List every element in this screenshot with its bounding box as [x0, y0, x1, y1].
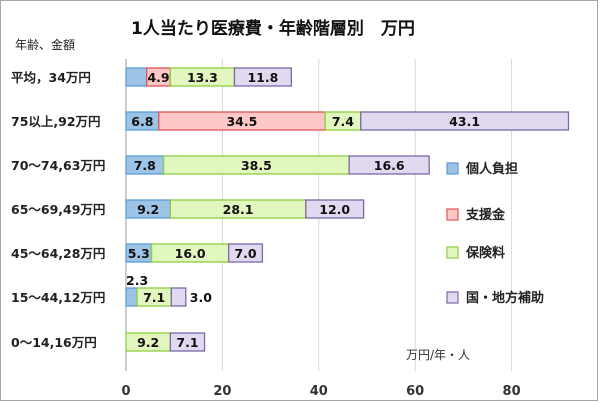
category-label: 45～64,28万円	[11, 246, 105, 261]
legend-swatch	[446, 246, 459, 259]
data-label: 38.5	[241, 158, 272, 173]
category-labels: 平均，34万円 75以上,92万円 70～74,63万円 65～69,49万円 45～6…	[11, 70, 105, 350]
data-label: 13.3	[187, 70, 218, 85]
bar-segment	[169, 332, 206, 352]
x-tick-label: 60	[406, 384, 424, 399]
legend-label: 保険料	[465, 245, 505, 261]
category-label: 70～74,63万円	[11, 158, 105, 173]
x-tick-labels: 0 20 40 60 80	[121, 384, 520, 399]
x-tick-label: 80	[503, 384, 521, 399]
data-label: 16.0	[175, 246, 206, 261]
category-label: 65～69,49万円	[11, 202, 105, 217]
data-label: 7.8	[134, 158, 156, 173]
x-tick-label: 40	[310, 384, 328, 399]
data-label: 28.1	[223, 202, 254, 217]
data-label: 3.0	[190, 290, 212, 305]
category-header: 年齢、金額	[15, 37, 75, 52]
data-label: 4.9	[147, 70, 169, 85]
category-label: 75以上,92万円	[11, 114, 101, 129]
data-label: 12.0	[319, 202, 350, 217]
category-label: 15～44,12万円	[11, 290, 105, 305]
bar-segment	[348, 155, 430, 175]
data-label: 43.1	[449, 114, 480, 129]
legend-label: 個人負担	[465, 161, 518, 177]
data-label: 34.5	[226, 114, 257, 129]
legend-swatch	[446, 208, 459, 221]
category-label: 平均，34万円	[11, 70, 91, 85]
data-label: 2.3	[126, 273, 148, 288]
unit-label: 万円/年・人	[406, 348, 470, 362]
bar-segment	[170, 287, 187, 307]
data-label: 7.0	[234, 246, 256, 261]
data-label: 9.2	[137, 335, 159, 350]
data-label: 5.3	[128, 246, 150, 261]
legend-swatch	[446, 162, 459, 175]
legend-label: 国・地方補助	[466, 290, 544, 306]
data-label: 9.2	[137, 202, 159, 217]
data-label: 7.4	[332, 114, 354, 129]
legend-swatch	[446, 291, 459, 304]
data-label: 6.8	[131, 114, 153, 129]
bar-segment	[228, 243, 264, 263]
bars: 4.34.913.311.86.834.57.443.17.838.516.69…	[125, 67, 570, 352]
data-label: 7.1	[143, 290, 165, 305]
bar-segment	[125, 67, 148, 87]
bar-segment	[360, 111, 570, 131]
bar-segment	[305, 199, 365, 219]
bar-segment	[125, 287, 138, 307]
category-label: 0～14,16万円	[11, 335, 97, 350]
chart-title: 1人当たり医療費・年齢階層別 万円	[131, 18, 415, 39]
data-label: 7.1	[176, 335, 198, 350]
data-label: 16.6	[374, 158, 405, 173]
x-tick-label: 20	[213, 384, 231, 399]
x-tick-label: 0	[121, 384, 130, 399]
data-label: 11.8	[247, 70, 278, 85]
bar-segment	[233, 67, 292, 87]
legend-label: 支援金	[465, 207, 506, 223]
